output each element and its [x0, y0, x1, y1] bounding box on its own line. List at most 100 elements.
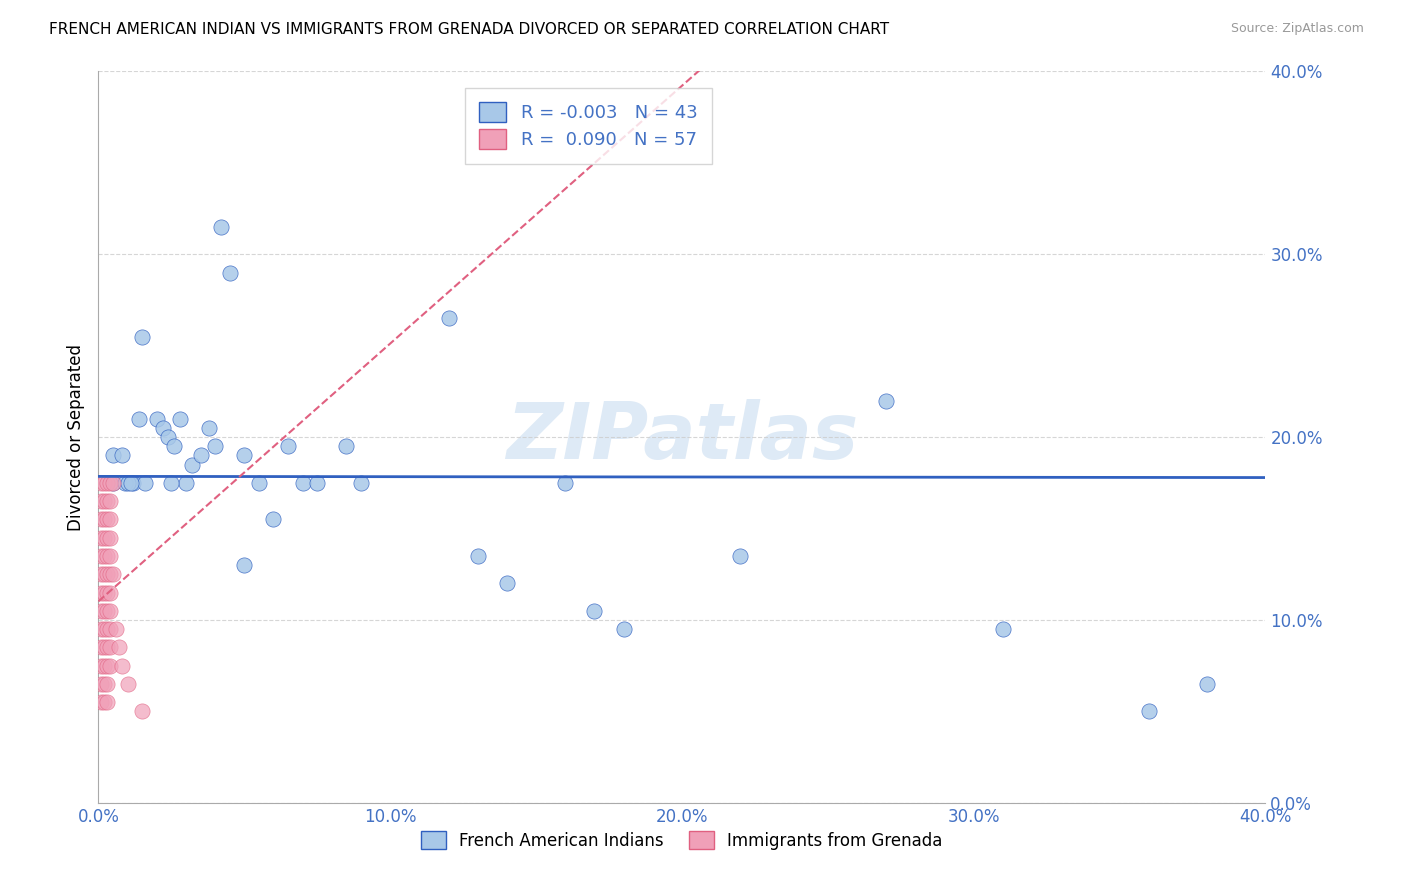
Point: [98, 604, 121, 618]
Point: [93, 604, 115, 618]
Point: [93, 585, 115, 599]
Legend: French American Indians, Immigrants from Grenada: French American Indians, Immigrants from…: [415, 824, 949, 856]
Point: [120, 475, 142, 490]
Point: [730, 549, 752, 563]
Point: [233, 448, 256, 462]
Point: [875, 393, 897, 408]
Point: [152, 421, 174, 435]
Point: [554, 475, 576, 490]
Point: [96, 531, 118, 545]
Point: [108, 640, 131, 655]
Point: [104, 622, 127, 636]
Point: [90, 549, 112, 563]
Point: [277, 439, 299, 453]
Point: [350, 475, 373, 490]
Point: [307, 475, 329, 490]
Point: [93, 695, 115, 709]
Point: [169, 412, 191, 426]
Point: [209, 219, 232, 234]
Point: [98, 585, 121, 599]
Point: [131, 329, 153, 343]
Point: [90, 475, 112, 490]
Point: [96, 494, 118, 508]
Point: [128, 412, 150, 426]
Point: [496, 576, 519, 591]
Point: [98, 622, 121, 636]
Point: [134, 475, 156, 490]
Point: [583, 604, 606, 618]
Point: [157, 430, 180, 444]
Point: [98, 475, 121, 490]
Point: [190, 448, 212, 462]
Point: [90, 512, 112, 526]
Point: [291, 475, 314, 490]
Point: [117, 677, 139, 691]
Point: [111, 658, 134, 673]
Point: [96, 549, 118, 563]
Point: [612, 622, 634, 636]
Point: [98, 658, 121, 673]
Point: [98, 567, 121, 582]
Point: [218, 266, 240, 280]
Point: [1195, 677, 1218, 691]
Point: [98, 640, 121, 655]
Point: [96, 604, 118, 618]
Point: [98, 494, 121, 508]
Point: [90, 695, 112, 709]
Point: [93, 567, 115, 582]
Point: [93, 549, 115, 563]
Text: ZIPatlas: ZIPatlas: [506, 399, 858, 475]
Point: [114, 475, 136, 490]
Point: [101, 448, 124, 462]
Point: [90, 604, 112, 618]
Text: Source: ZipAtlas.com: Source: ZipAtlas.com: [1230, 22, 1364, 36]
Point: [146, 412, 169, 426]
Point: [90, 622, 112, 636]
Point: [117, 475, 139, 490]
Point: [98, 512, 121, 526]
Point: [93, 512, 115, 526]
Point: [96, 695, 118, 709]
Point: [262, 512, 284, 526]
Point: [96, 640, 118, 655]
Point: [991, 622, 1014, 636]
Point: [93, 531, 115, 545]
Point: [90, 677, 112, 691]
Point: [131, 705, 153, 719]
Point: [98, 531, 121, 545]
Point: [96, 585, 118, 599]
Point: [90, 640, 112, 655]
Point: [163, 439, 186, 453]
Point: [96, 567, 118, 582]
Point: [233, 558, 256, 573]
Point: [96, 622, 118, 636]
Point: [93, 640, 115, 655]
Point: [96, 658, 118, 673]
Point: [111, 448, 134, 462]
Point: [90, 494, 112, 508]
Point: [101, 475, 124, 490]
Point: [90, 531, 112, 545]
Point: [1137, 705, 1160, 719]
Point: [122, 475, 145, 490]
Point: [204, 439, 226, 453]
Point: [101, 567, 124, 582]
Y-axis label: Divorced or Separated: Divorced or Separated: [66, 343, 84, 531]
Point: [437, 311, 460, 326]
Point: [247, 475, 270, 490]
Point: [90, 585, 112, 599]
Point: [96, 677, 118, 691]
Point: [98, 549, 121, 563]
Point: [90, 567, 112, 582]
Point: [93, 475, 115, 490]
Point: [93, 622, 115, 636]
Point: [160, 475, 183, 490]
Point: [93, 658, 115, 673]
Point: [180, 458, 202, 472]
Point: [335, 439, 357, 453]
Point: [174, 475, 197, 490]
Point: [93, 677, 115, 691]
Point: [467, 549, 489, 563]
Point: [90, 658, 112, 673]
Text: FRENCH AMERICAN INDIAN VS IMMIGRANTS FROM GRENADA DIVORCED OR SEPARATED CORRELAT: FRENCH AMERICAN INDIAN VS IMMIGRANTS FRO…: [49, 22, 890, 37]
